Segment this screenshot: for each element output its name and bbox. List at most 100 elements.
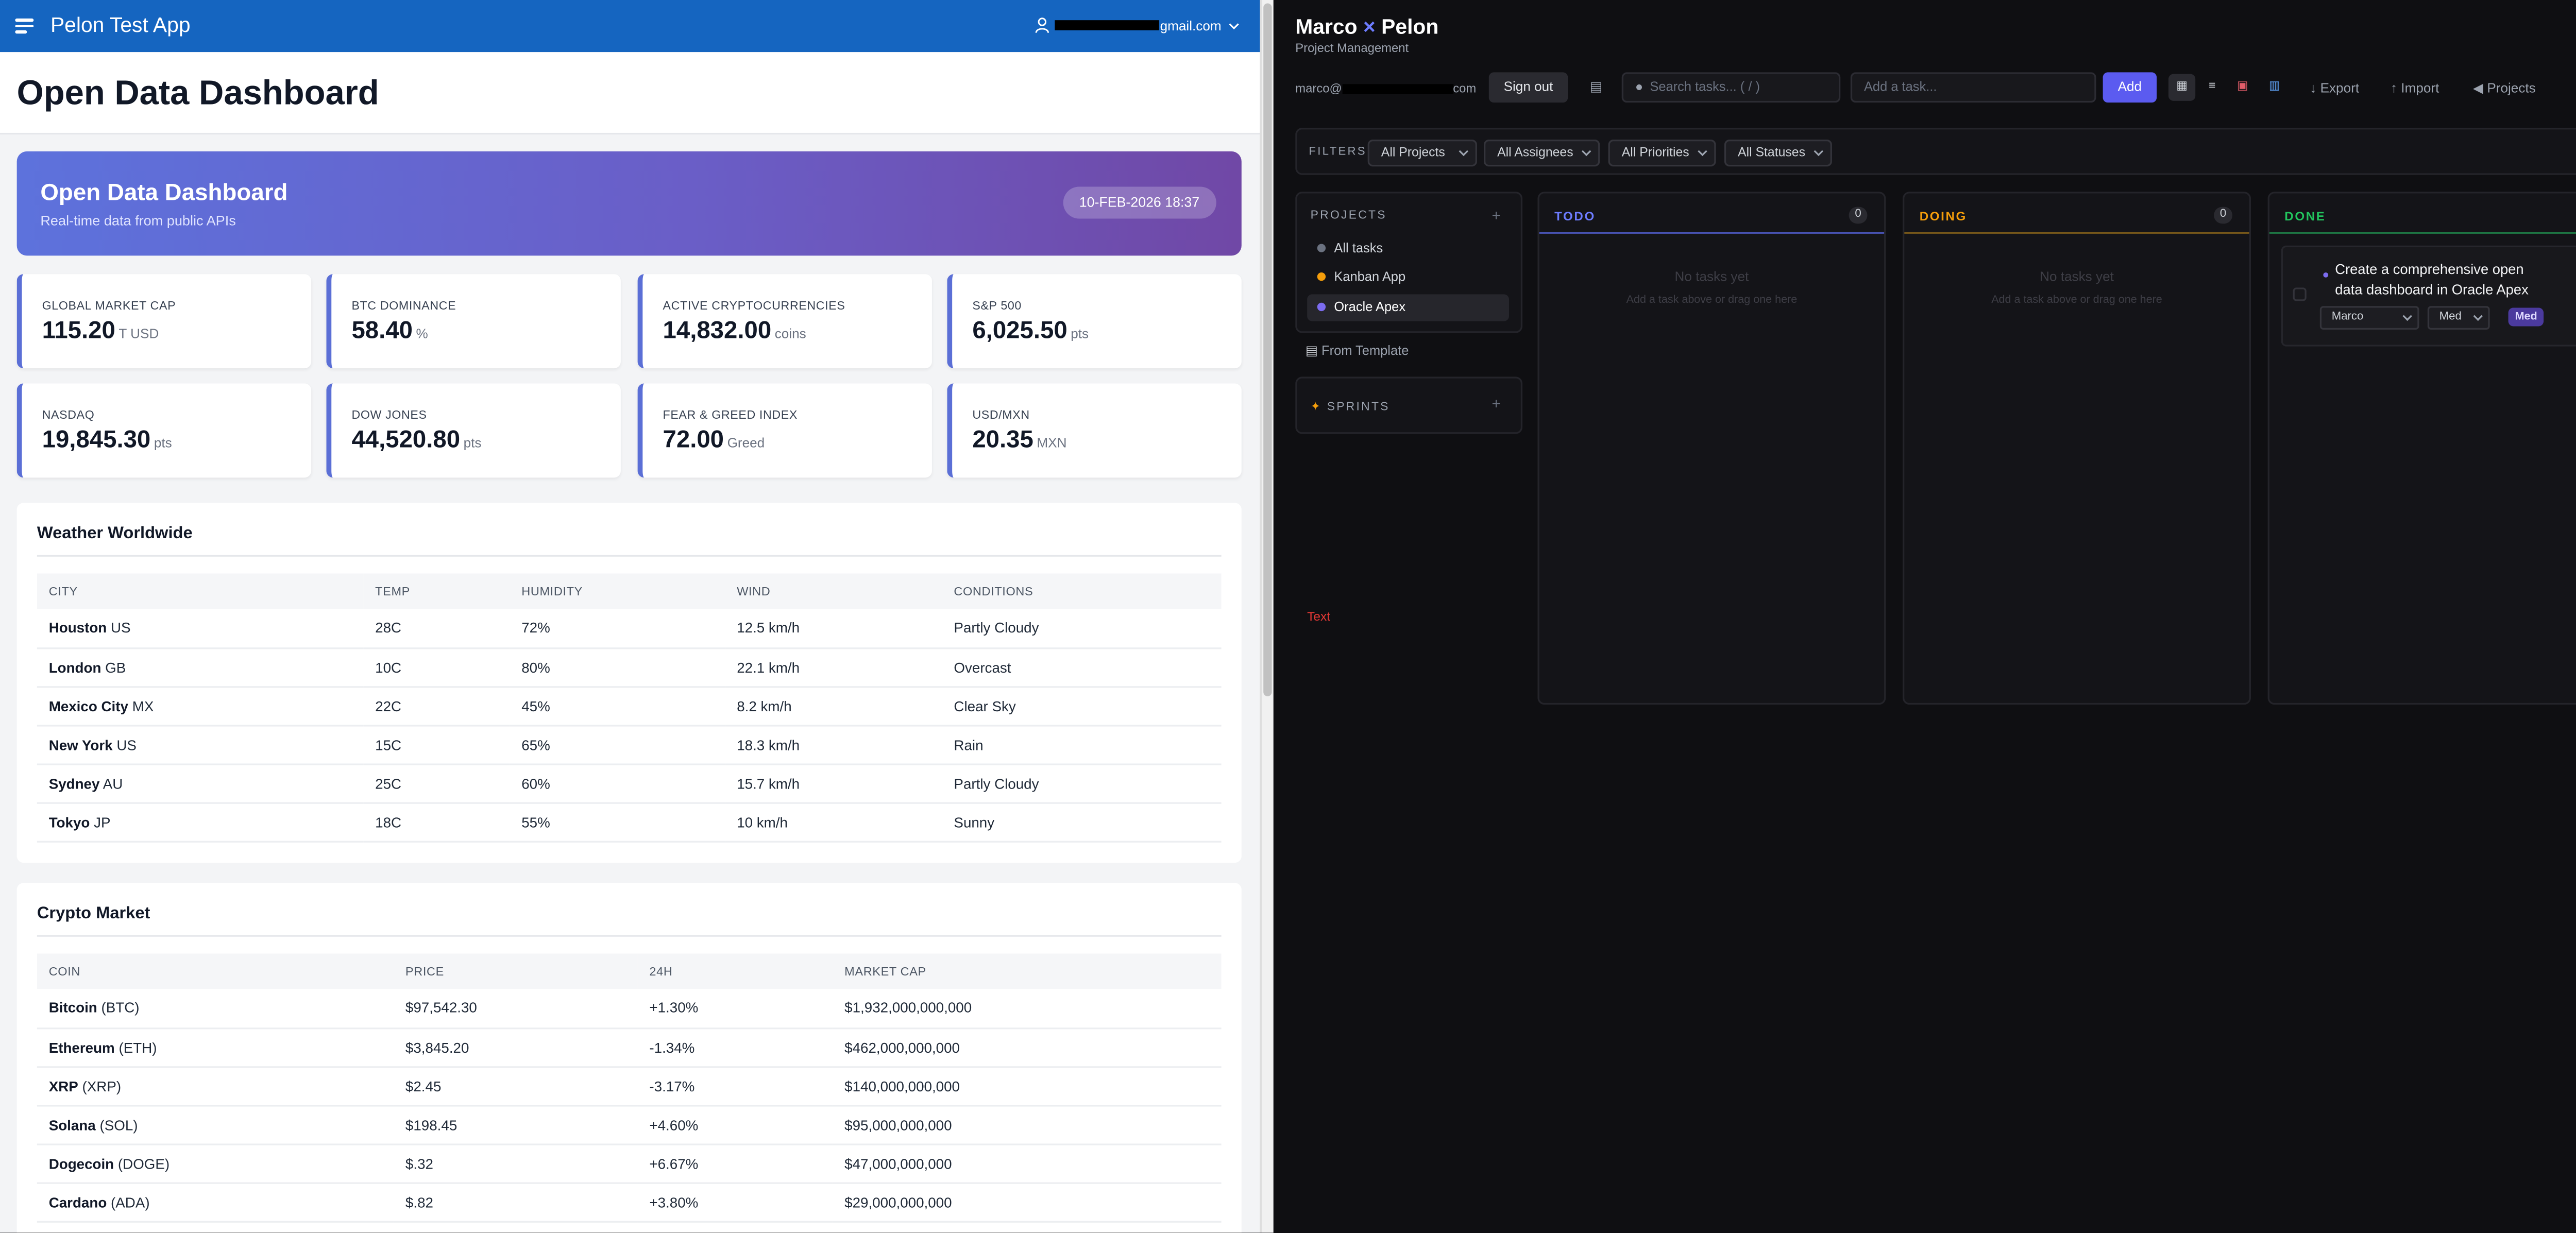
kanban-app: Marco × Pelon Project Management marco@ c… [1273, 0, 2576, 1233]
weather-table: CITY TEMP HUMIDITY WIND CONDITIONS Houst… [37, 573, 1222, 842]
project-dot [1317, 244, 1326, 252]
chart-view-icon[interactable]: ▥ [2268, 80, 2280, 93]
sprints-title: ✦ SPRINTS [1310, 402, 1390, 414]
stat-value: 14,832.00 coins [663, 318, 806, 345]
projects-link[interactable]: ◀ Projects [2472, 80, 2536, 96]
column-header: CITY [37, 573, 364, 609]
change-cell: +4.60% [637, 1105, 833, 1145]
search-icon: ● [1635, 79, 1643, 94]
user-email-suffix: gmail.com [1160, 18, 1222, 33]
temp-cell: 28C [363, 609, 510, 648]
stat-unit: pts [463, 435, 482, 451]
empty-message: No tasks yet [2040, 269, 2114, 284]
project-filter[interactable]: All Projects [1367, 140, 1477, 167]
market-cap-cell: $95,000,000,000 [833, 1105, 1222, 1145]
empty-hint: Add a task above or drag one here [1991, 294, 2162, 306]
scrollbar-thumb[interactable] [1263, 3, 1272, 696]
coin-cell: XRP (XRP) [37, 1066, 394, 1106]
redacted-email [1054, 20, 1159, 30]
project-dot [1317, 272, 1326, 281]
column-title: TODO [1554, 208, 1596, 224]
task-priority-select[interactable]: Med [2427, 306, 2490, 330]
sign-out-button[interactable]: Sign out [1488, 72, 1568, 103]
stat-unit: coins [774, 326, 806, 341]
project-item-kanban[interactable]: Kanban App [1307, 264, 1509, 291]
column-done: DONE 1 Create a comprehensive open data … [2267, 192, 2576, 705]
column-title: DONE [2284, 208, 2326, 224]
humidity-cell: 65% [510, 725, 725, 765]
project-item-all[interactable]: All tasks [1307, 235, 1509, 262]
weather-title: Weather Worldwide [37, 524, 193, 543]
project-item-oracle[interactable]: Oracle Apex [1307, 294, 1509, 321]
add-project-icon[interactable]: + [1492, 207, 1501, 224]
export-link[interactable]: ↓ Export [2310, 80, 2360, 96]
temp-cell: 15C [363, 725, 510, 765]
stat-card: USD/MXN 20.35 MXN [947, 383, 1242, 478]
add-sprint-icon[interactable]: + [1492, 395, 1501, 412]
price-cell: $.32 [394, 1143, 638, 1184]
import-link[interactable]: ↑ Import [2390, 80, 2439, 96]
column-header: HUMIDITY [510, 573, 725, 609]
column-doing: DOING 0 No tasks yet Add a task above or… [1903, 192, 2251, 705]
price-cell: $3,845.20 [394, 1028, 638, 1067]
coin-cell: Solana (SOL) [37, 1105, 394, 1145]
table-header-row: COIN PRICE 24H MARKET CAP [37, 953, 1222, 989]
table-row: Solana (SOL) $198.45 +4.60% $95,000,000,… [37, 1105, 1222, 1145]
runner-icon: ✦ [1310, 402, 1323, 414]
board-view-icon[interactable]: ▦ [2168, 74, 2196, 101]
column-todo: TODO 0 No tasks yet Add a task above or … [1537, 192, 1886, 705]
assignee-filter[interactable]: All Assignees [1483, 140, 1600, 167]
column-count: 0 [2214, 207, 2233, 224]
scrollbar[interactable] [1260, 0, 1274, 1233]
brand-logo: Marco × Pelon [1295, 15, 1439, 39]
stat-unit: pts [1071, 326, 1089, 341]
stat-value: 58.40% [351, 318, 428, 345]
priority-filter[interactable]: All Priorities [1608, 140, 1716, 167]
from-template-link[interactable]: ▤ From Template [1305, 343, 1409, 358]
column-header: MARKET CAP [833, 953, 1222, 989]
price-cell: $2.45 [394, 1066, 638, 1106]
hero-banner: Open Data Dashboard Real-time data from … [16, 151, 1242, 256]
menu-icon[interactable] [15, 18, 34, 33]
clipboard-icon[interactable]: ▤ [1589, 79, 1603, 94]
calendar-view-icon[interactable]: ▣ [2236, 80, 2248, 93]
stat-card: DOW JONES 44,520.80 pts [326, 383, 621, 478]
coin-cell: Ethereum (ETH) [37, 1028, 394, 1067]
divider [37, 935, 1222, 937]
conditions-cell: Overcast [942, 647, 1222, 687]
add-task-input[interactable]: Add a task... [1850, 72, 2096, 103]
market-cap-cell: $462,000,000,000 [833, 1028, 1222, 1067]
column-header: COIN [37, 953, 394, 989]
filters-label: FILTERS [1309, 146, 1367, 158]
city-cell: New York US [37, 725, 364, 765]
stat-value: 44,520.80 pts [351, 427, 482, 454]
city-cell: Mexico City MX [37, 686, 364, 726]
list-view-icon[interactable]: ≡ [2209, 80, 2216, 93]
user-menu[interactable]: gmail.com [1034, 17, 1240, 34]
crypto-table: COIN PRICE 24H MARKET CAP Bitcoin (BTC) … [37, 953, 1222, 1222]
column-header: DOING 0 [1904, 194, 2249, 234]
search-input[interactable]: ● Search tasks... ( / ) [1621, 72, 1841, 103]
brand-subtitle: Project Management [1295, 40, 1409, 56]
city-cell: Sydney AU [37, 763, 364, 803]
stat-label: NASDAQ [42, 408, 95, 422]
app-title: Pelon Test App [50, 13, 191, 37]
task-assignee-select[interactable]: Marco [2319, 306, 2419, 330]
stat-card: GLOBAL MARKET CAP 115.20 T USD [16, 274, 312, 369]
humidity-cell: 72% [510, 609, 725, 648]
status-filter[interactable]: All Statuses [1724, 140, 1832, 167]
conditions-cell: Partly Cloudy [942, 609, 1222, 648]
hero-title: Open Data Dashboard [40, 178, 288, 206]
market-cap-cell: $47,000,000,000 [833, 1143, 1222, 1184]
add-button[interactable]: Add [2103, 72, 2157, 103]
humidity-cell: 60% [510, 763, 725, 803]
column-header: WIND [725, 573, 942, 609]
table-row: New York US 15C 65% 18.3 km/h Rain [37, 725, 1222, 765]
stat-unit: Greed [727, 435, 765, 451]
task-card[interactable]: Create a comprehensive open data dashboa… [2281, 245, 2576, 347]
coin-cell: Bitcoin (BTC) [37, 988, 394, 1029]
task-checkbox[interactable] [2293, 287, 2307, 301]
humidity-cell: 55% [510, 802, 725, 842]
column-header: TODO 0 [1539, 194, 1885, 234]
app-topbar: Pelon Test App gmail.com [0, 0, 1260, 53]
